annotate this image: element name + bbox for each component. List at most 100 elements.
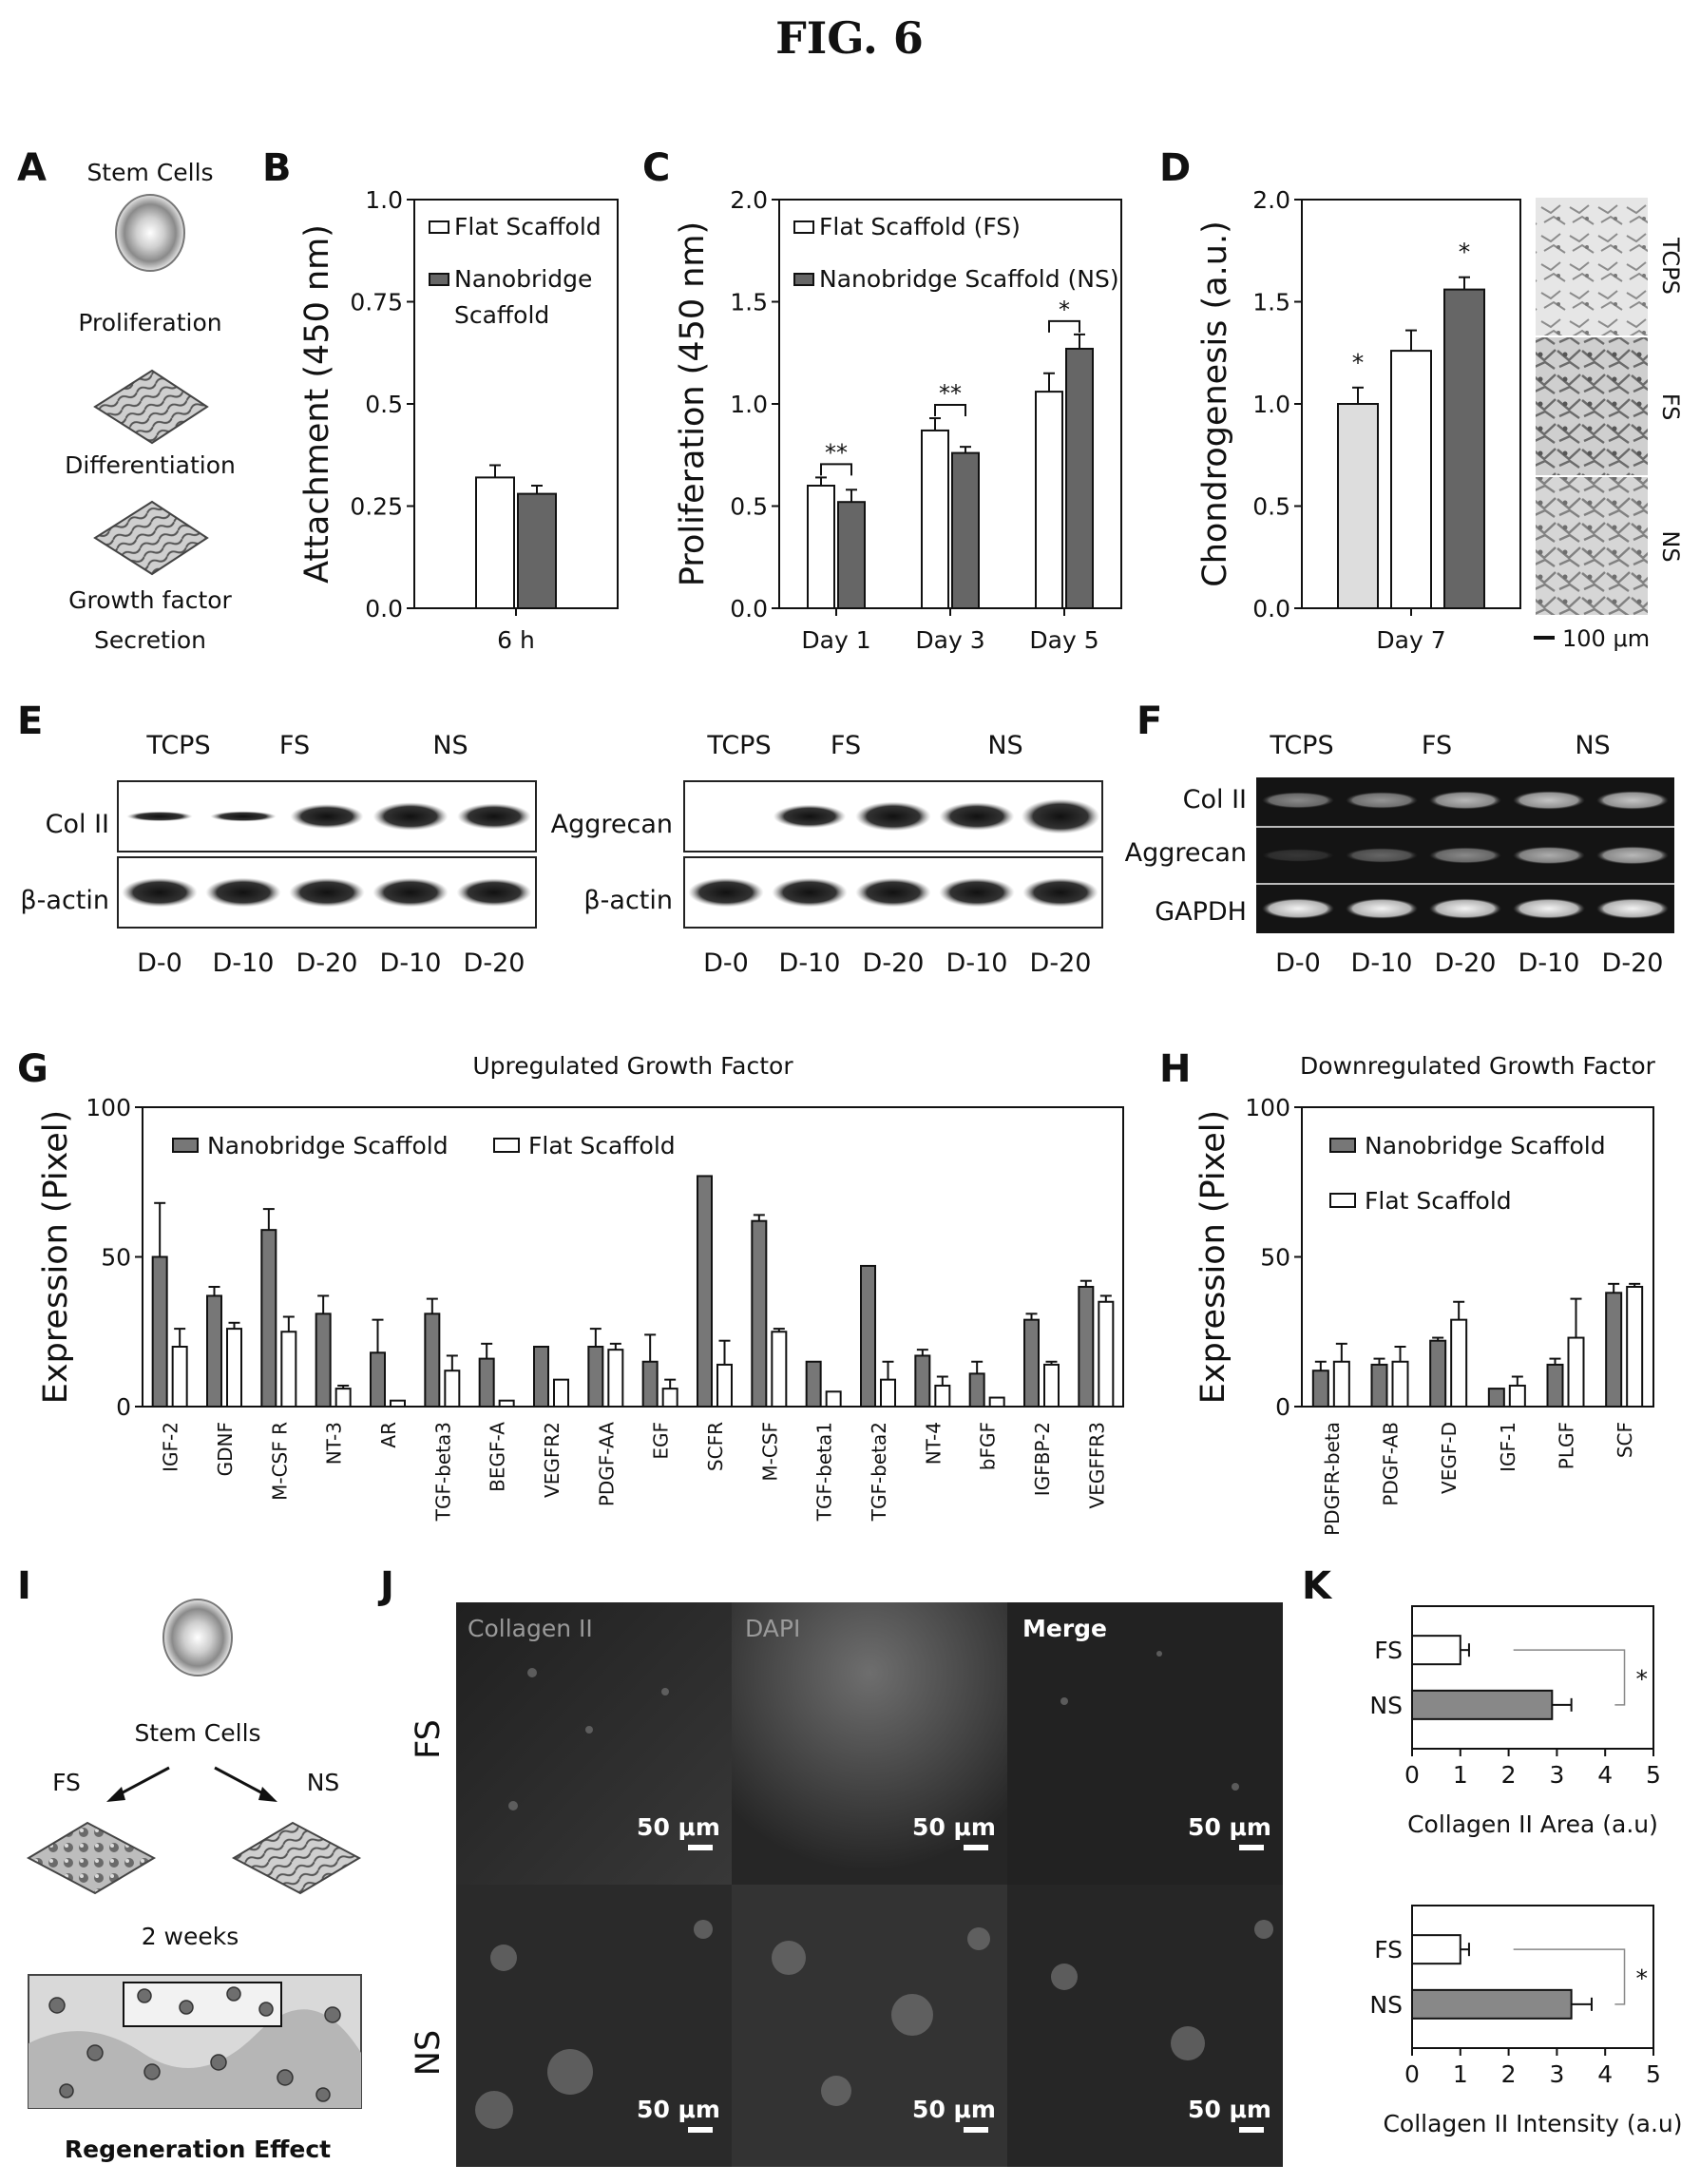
gel-band [1346,898,1418,919]
bar [315,1312,332,1408]
chart-k-intensity: 0 1 2 3 4 5 Collagen II Intensity (a.u) FS NS * [1369,1905,1683,2137]
panel-j-row-ns: NS [410,2030,448,2076]
bar [661,1388,678,1408]
bar [1443,288,1485,609]
x-tick-label: Day 3 [915,626,984,654]
gel-band [1596,898,1669,919]
blot-e-left-group-tcps: TCPS [145,731,210,760]
bar [498,1399,515,1408]
bar [478,1357,495,1408]
x-tick-label: EGF [650,1422,673,1460]
micrograph-channel-merge: Merge [1022,1615,1107,1642]
chart-d: D 0.0 0.5 1.0 1.5 2.0 Chondrogenesis (a.u.) Day… [1159,146,1521,654]
bar [1035,391,1063,609]
bar [771,1331,788,1408]
panel-i: I Stem Cells FS NS 2 weeks Regeneration … [17,1564,362,2163]
bar [1450,1318,1468,1408]
bar [390,1399,406,1408]
bar [260,1229,277,1408]
blot-e-right-group-ns: NS [987,731,1022,760]
y-tick-label: 2.0 [1252,186,1290,214]
bar [1411,1635,1461,1666]
bar [1411,1689,1554,1720]
legend-label-fs: Flat Scaffold (FS) [819,213,1021,240]
panel-a-step-proliferation: Proliferation [78,309,221,336]
bar [1567,1336,1585,1408]
scale-bar-label: 50 μm [1188,2096,1271,2123]
x-tick-label: PDGF-AB [1380,1422,1403,1506]
panel-letter-i: I [17,1564,31,1608]
blot-band [456,878,532,907]
y-tick-label: 1.5 [730,289,768,316]
histology-ns [1536,477,1648,615]
x-tick-label: Day 1 [801,626,870,654]
panel-i-fs-label: FS [52,1769,81,1796]
micrograph-ns-merge [1007,1885,1283,2167]
y-tick-label: 0.25 [350,493,403,521]
histology-fs [1536,337,1648,475]
y-tick-label: FS [1374,1936,1403,1964]
bar [171,1346,188,1408]
scale-bar [964,2127,988,2133]
chart-b: B 0.0 0.25 0.5 0.75 1.0 Attachment (450 nm) 6 h… [262,146,619,654]
blot-e-lane-label: D-20 [296,948,358,978]
x-tick-label: NT-4 [922,1422,945,1465]
x-tick-label: PLGF [1556,1422,1578,1469]
blot-e-right-row-actin: β-actin [583,886,673,915]
micrograph-channel-collagen: Collagen II [468,1615,593,1642]
blot-e-lane-label: D-20 [464,948,525,978]
y-axis-label-b: Attachment (450 nm) [298,224,336,584]
blot-e-left-bands [122,802,532,908]
gel-band [1513,791,1585,810]
gel-band [1262,849,1334,862]
blot-e-right-row-aggrecan: Aggrecan [551,810,673,839]
gel-f-lane-label: D-10 [1351,948,1413,978]
significance-bracket [1513,1649,1626,1706]
bar [1487,1388,1505,1408]
panel-letter-e: E [17,699,43,743]
panel-f: F TCPS FS NS Col II Aggrecan GAPDH D-0 D-… [1125,699,1674,978]
scale-bar-label: 50 μm [912,1813,996,1841]
bar [1065,347,1094,609]
blot-band [126,811,193,822]
bar [517,492,557,609]
blot-band [205,877,281,908]
significance-label: ** [825,439,848,466]
bar [206,1294,222,1408]
histology-label-fs: FS [1657,393,1684,421]
histology-label-tcps: TCPS [1657,237,1684,295]
panel-letter-k: K [1302,1564,1333,1608]
stem-cell-icon [115,194,185,272]
panel-i-duration: 2 weeks [142,1923,239,1950]
blot-band [122,877,198,908]
blot-e-left-row-actin: β-actin [20,886,109,915]
blot-band [772,877,848,908]
bar [1098,1300,1115,1408]
chart-title-g: Upregulated Growth Factor [472,1052,793,1080]
significance-star: * [1352,349,1365,376]
bar [1429,1339,1447,1408]
panel-i-fs-scaffold-icon [26,1821,157,1895]
blot-e-left-row-colii: Col II [46,810,109,839]
y-tick-label: 50 [101,1244,131,1272]
gel-band [1262,792,1334,809]
gel-band [1346,792,1418,809]
gel-band [1513,898,1585,919]
gel-band [1262,898,1334,919]
blot-e-lane-label: D-10 [946,948,1008,978]
x-tick-label: 0 [1404,2060,1420,2088]
gel-f-group-ns: NS [1575,731,1610,760]
panel-letter-f: F [1137,699,1162,743]
y-axis-label-g: Expression (Pixel) [37,1110,75,1404]
bar [424,1312,441,1408]
x-tick-label: 4 [1597,1761,1613,1789]
x-tick-label: Day 7 [1376,626,1445,654]
x-tick-label: NT-3 [323,1422,346,1465]
x-tick-label: SCFR [704,1422,727,1471]
bar [1605,1292,1623,1408]
x-tick-label: 6 h [497,626,535,654]
bar [860,1264,876,1408]
gel-band [1429,898,1501,919]
x-axis-label-k1: Collagen II Area (a.u) [1407,1810,1658,1838]
